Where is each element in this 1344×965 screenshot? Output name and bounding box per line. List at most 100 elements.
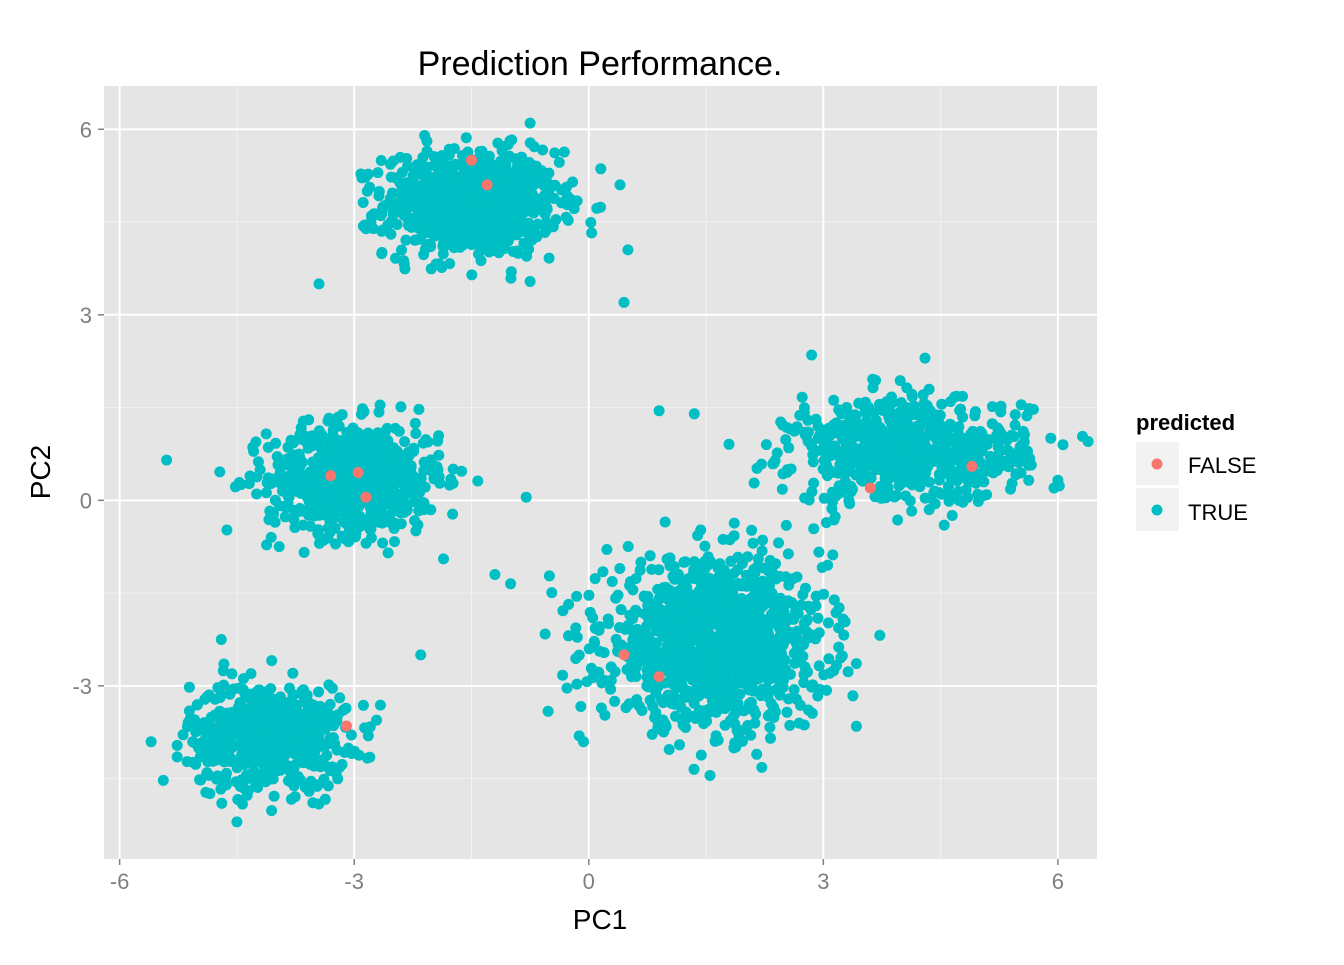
true-point	[506, 134, 518, 146]
true-point	[729, 636, 741, 648]
true-point	[183, 681, 195, 693]
true-point	[946, 510, 958, 521]
true-point	[659, 516, 671, 528]
true-point	[500, 159, 512, 171]
true-point	[813, 660, 825, 672]
true-point	[767, 665, 779, 676]
true-point	[489, 569, 501, 580]
true-point	[678, 556, 690, 568]
true-point	[571, 195, 583, 207]
true-point	[571, 678, 583, 690]
true-point	[798, 669, 810, 680]
true-point	[699, 640, 711, 652]
true-point	[925, 427, 937, 439]
true-point	[699, 540, 711, 552]
true-point	[714, 558, 726, 570]
true-point	[353, 749, 365, 761]
true-point	[214, 719, 226, 731]
true-point	[1006, 477, 1018, 489]
true-point	[775, 416, 787, 428]
true-point	[839, 616, 851, 628]
true-point	[638, 591, 650, 603]
true-point	[299, 781, 311, 793]
true-point	[594, 621, 606, 633]
true-point	[678, 692, 690, 704]
true-point	[1021, 410, 1033, 422]
true-point	[376, 225, 388, 237]
true-point	[250, 778, 262, 790]
true-point	[426, 181, 437, 193]
true-point	[631, 694, 643, 706]
true-point	[355, 439, 367, 451]
true-point	[505, 266, 517, 278]
true-point	[783, 579, 795, 591]
true-point	[279, 511, 291, 523]
true-point	[784, 719, 796, 731]
true-point	[907, 478, 919, 489]
true-point	[422, 436, 434, 448]
true-point	[364, 524, 376, 536]
true-point	[438, 553, 449, 565]
true-point	[732, 697, 744, 709]
true-point	[264, 734, 276, 746]
true-point	[237, 684, 249, 695]
true-point	[928, 415, 940, 427]
true-point	[416, 496, 428, 508]
true-point	[936, 431, 948, 443]
true-point	[376, 248, 388, 260]
true-point	[693, 672, 705, 684]
true-point	[161, 454, 173, 466]
true-point	[447, 508, 459, 520]
true-point	[406, 221, 418, 233]
true-point	[720, 690, 732, 702]
true-point	[437, 216, 449, 228]
true-point	[745, 696, 757, 708]
false-point	[864, 482, 876, 494]
true-point	[615, 604, 627, 616]
true-point	[1048, 482, 1060, 494]
true-point	[870, 458, 882, 470]
true-point	[744, 593, 756, 605]
y-axis-title: PC2	[25, 445, 56, 499]
true-point	[319, 723, 331, 735]
true-point	[157, 774, 169, 786]
true-point	[1022, 445, 1033, 457]
true-point	[906, 505, 918, 517]
true-point	[982, 459, 994, 471]
true-point	[626, 671, 637, 683]
true-point	[345, 431, 357, 443]
true-point	[239, 751, 250, 763]
true-point	[622, 244, 634, 256]
true-point	[266, 805, 278, 817]
true-point	[562, 214, 574, 226]
true-point	[360, 537, 372, 549]
true-point	[188, 720, 200, 732]
y-tick-label: 0	[80, 488, 92, 513]
true-point	[326, 761, 338, 773]
true-point	[383, 198, 395, 210]
true-point	[728, 517, 740, 529]
true-point	[622, 541, 634, 552]
true-point	[653, 405, 665, 417]
true-point	[595, 163, 607, 175]
true-point	[488, 187, 500, 199]
true-point	[965, 428, 977, 440]
true-point	[716, 669, 728, 681]
true-point	[332, 773, 344, 785]
true-point	[828, 594, 840, 606]
true-point	[306, 440, 318, 452]
true-point	[338, 516, 350, 528]
true-point	[605, 661, 617, 673]
true-point	[892, 514, 904, 526]
true-point	[201, 728, 213, 740]
true-point	[385, 228, 397, 240]
true-point	[647, 701, 659, 712]
true-point	[836, 406, 848, 417]
true-point	[742, 551, 754, 563]
true-point	[902, 455, 914, 466]
true-point	[561, 190, 573, 202]
true-point	[244, 734, 256, 746]
true-point	[455, 234, 467, 246]
x-tick-label: -3	[344, 869, 364, 894]
true-point	[221, 524, 233, 536]
